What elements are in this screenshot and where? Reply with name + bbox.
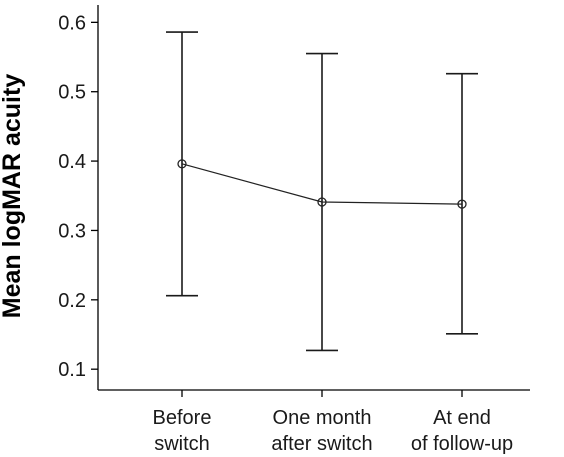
x-tick-label: Before switch xyxy=(153,407,212,455)
y-tick-label: 0.3 xyxy=(58,220,86,242)
axes xyxy=(97,5,530,391)
x-tick-label-line: switch xyxy=(154,433,210,455)
y-tick-label: 0.5 xyxy=(58,82,86,104)
x-axis-ticks: Before switch One month after switch At end o… xyxy=(153,390,513,455)
x-tick-label-line: after switch xyxy=(271,433,372,455)
data-point xyxy=(177,159,187,169)
y-axis-title: Mean logMAR acuity xyxy=(0,74,26,319)
x-tick-label-line: At end xyxy=(433,407,491,429)
x-tick-label: One month after switch xyxy=(271,407,372,455)
x-tick-label: At end of follow-up xyxy=(411,407,513,455)
y-axis-ticks: 0.1 0.2 0.3 0.4 0.5 0.6 xyxy=(58,12,98,381)
y-tick-label: 0.6 xyxy=(58,12,86,34)
y-tick-label: 0.4 xyxy=(58,151,86,173)
y-tick-label: 0.2 xyxy=(58,290,86,312)
data-point xyxy=(317,197,327,207)
data-point xyxy=(457,199,467,209)
x-tick-label-line: of follow-up xyxy=(411,433,513,455)
y-tick-label: 0.1 xyxy=(58,359,86,381)
x-tick-label-line: Before xyxy=(153,407,212,429)
mean-line xyxy=(181,163,463,205)
data-points xyxy=(177,159,467,209)
error-bars xyxy=(166,31,478,352)
series-line xyxy=(181,163,463,205)
x-tick-label-line: One month xyxy=(273,407,372,429)
